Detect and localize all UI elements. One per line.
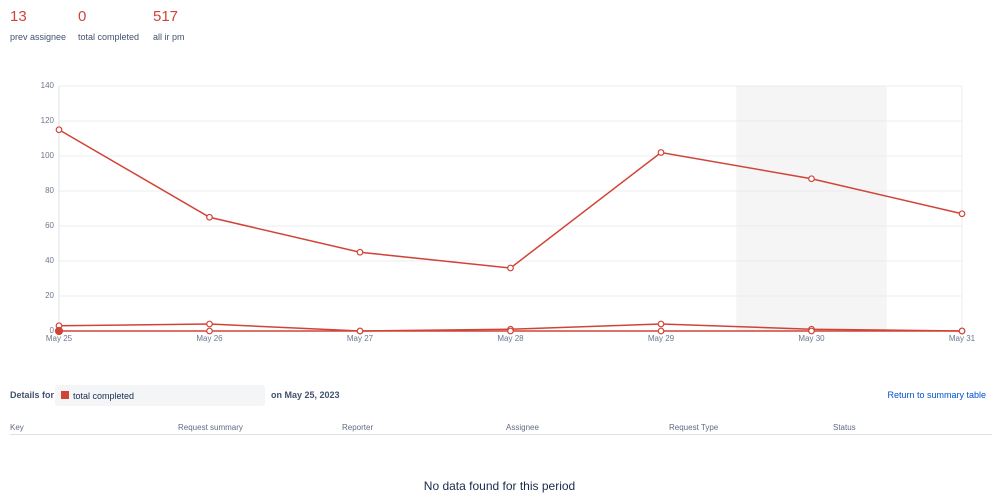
stat-value: 517 xyxy=(153,8,179,25)
empty-message: No data found for this period xyxy=(423,479,576,493)
column-header: Request summary xyxy=(178,423,243,432)
y-tick-label: 80 xyxy=(45,186,54,195)
column-header: Status xyxy=(833,423,856,432)
data-point xyxy=(507,264,514,272)
data-point xyxy=(808,327,815,335)
column-header: Assignee xyxy=(506,423,539,432)
hover-band xyxy=(736,86,887,331)
y-tick-label: 40 xyxy=(45,256,54,265)
data-point xyxy=(657,320,665,328)
data-point xyxy=(356,327,364,335)
y-tick-label: 120 xyxy=(41,116,55,125)
data-point xyxy=(958,210,966,218)
x-tick-label: May 26 xyxy=(196,334,223,343)
x-tick-label: May 25 xyxy=(46,334,73,343)
data-point xyxy=(55,126,63,134)
color-swatch xyxy=(61,391,69,399)
series-dropdown[interactable]: total completed xyxy=(55,385,265,406)
data-point xyxy=(657,149,665,156)
data-point xyxy=(54,326,64,336)
data-point xyxy=(958,327,966,335)
x-tick-label: May 28 xyxy=(497,334,524,343)
dropdown-text: total completed xyxy=(73,391,135,401)
stat-value: 13 xyxy=(10,8,27,25)
column-header: Request Type xyxy=(669,423,719,432)
return-link[interactable]: Return to summary table xyxy=(887,390,986,400)
data-point xyxy=(808,175,815,183)
column-header: Key xyxy=(10,423,24,432)
stat-label: all ir pm xyxy=(153,32,185,42)
data-point xyxy=(206,213,213,221)
data-point xyxy=(507,327,514,335)
y-tick-label: 20 xyxy=(45,291,54,300)
data-point xyxy=(206,320,213,328)
header-divider xyxy=(10,434,992,435)
data-point xyxy=(206,327,213,335)
chart: 0 20 40 60 80 100 120 140 May 25 May 26 May 27 May … xyxy=(41,81,976,343)
stat-value: 0 xyxy=(78,8,87,25)
x-tick-label: May 31 xyxy=(949,334,976,343)
stat-label: prev assignee xyxy=(10,32,67,42)
stat-label: total completed xyxy=(78,32,140,42)
y-tick-label: 100 xyxy=(41,151,55,160)
data-point xyxy=(657,327,665,335)
data-point xyxy=(356,248,364,256)
column-header: Reporter xyxy=(342,423,374,432)
y-tick-label: 0 xyxy=(50,326,55,335)
x-tick-label: May 27 xyxy=(347,334,374,343)
x-tick-label: May 29 xyxy=(648,334,675,343)
y-tick-label: 140 xyxy=(41,81,55,90)
details-label: Details for xyxy=(10,390,55,400)
y-tick-label: 60 xyxy=(45,221,54,230)
x-tick-label: May 30 xyxy=(798,334,825,343)
details-date: on May 25, 2023 xyxy=(271,390,340,400)
